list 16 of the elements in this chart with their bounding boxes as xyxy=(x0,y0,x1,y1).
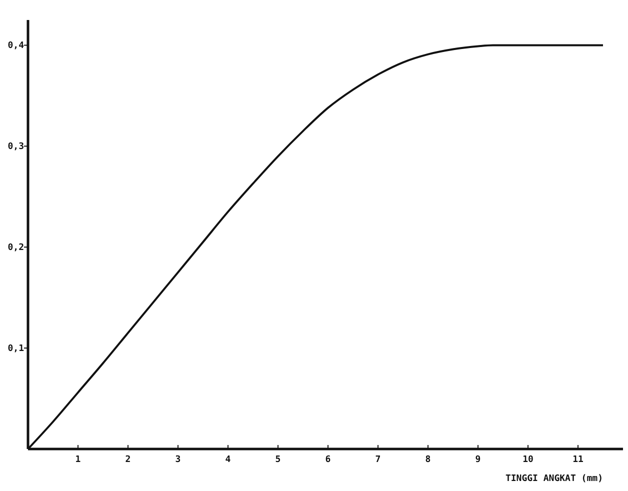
x-tick-label: 8 xyxy=(425,454,431,465)
x-tick-label: 1 xyxy=(75,454,81,465)
y-tick-label: 0,3 xyxy=(8,142,24,152)
x-tick-label: 11 xyxy=(572,454,584,465)
y-tick-label: 0,4 xyxy=(8,41,25,52)
y-tick-label: 0,2 xyxy=(8,243,24,253)
x-tick-label: 10 xyxy=(522,454,534,465)
x-tick-label: 5 xyxy=(275,454,281,465)
x-tick-label: 6 xyxy=(325,454,331,465)
x-tick-label: 2 xyxy=(125,454,131,465)
x-axis-title: TINGGI ANGKAT (mm) xyxy=(505,474,603,484)
x-tick-label: 4 xyxy=(225,454,232,465)
y-tick-label: 0,1 xyxy=(8,344,24,354)
x-tick-label: 3 xyxy=(175,454,181,465)
x-tick-label: 7 xyxy=(375,454,381,465)
x-tick-label: 9 xyxy=(475,454,481,465)
